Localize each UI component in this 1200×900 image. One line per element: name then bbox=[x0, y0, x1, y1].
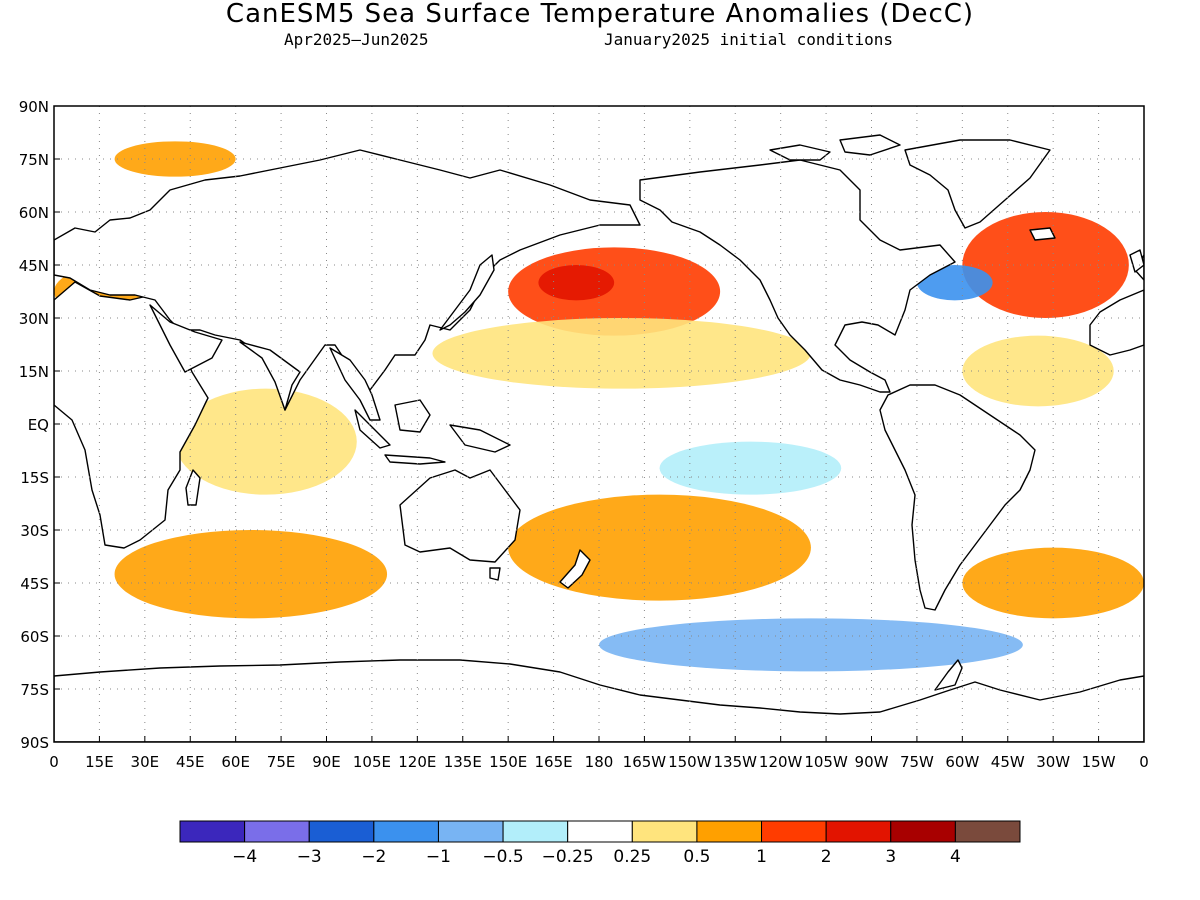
colorbar-swatch bbox=[502, 820, 569, 843]
colorbar-label: −0.5 bbox=[482, 847, 523, 867]
colorbar-swatch bbox=[890, 820, 956, 843]
lon-tick-label: 105W bbox=[804, 753, 848, 771]
lon-tick-label: 60E bbox=[221, 753, 250, 771]
lon-tick-label: 120W bbox=[759, 753, 803, 771]
lon-tick-label: 105E bbox=[353, 753, 391, 771]
map-title: CanESM5 Sea Surface Temperature Anomalie… bbox=[225, 0, 975, 29]
lon-tick-label: 45E bbox=[176, 753, 205, 771]
lat-tick-label: 15N bbox=[19, 363, 49, 381]
lat-tick-label: 90N bbox=[19, 98, 49, 116]
colorbar-swatch bbox=[631, 820, 698, 843]
colorbar-swatch bbox=[696, 820, 763, 843]
lon-tick-label: 165W bbox=[623, 753, 667, 771]
lon-tick-label: 30W bbox=[1036, 753, 1070, 771]
longitude-labels: 0 15E 30E 45E 60E 75E 90E 105E 120E 135E 150E 165E 1… bbox=[49, 736, 1149, 771]
lon-tick-label: 0 bbox=[49, 753, 59, 771]
lon-tick-label: 30E bbox=[131, 753, 160, 771]
colorbar-swatch bbox=[244, 820, 310, 843]
lat-tick-label: 90S bbox=[20, 734, 49, 752]
lat-tick-label: 30N bbox=[19, 310, 49, 328]
lat-tick-label: 75N bbox=[19, 151, 49, 169]
lon-tick-label: 15W bbox=[1082, 753, 1116, 771]
lon-tick-label: 45W bbox=[991, 753, 1025, 771]
lon-tick-label: 75W bbox=[900, 753, 934, 771]
lon-tick-label: 0 bbox=[1139, 753, 1149, 771]
colorbar-swatch bbox=[825, 820, 892, 843]
lon-tick-label: 90W bbox=[855, 753, 889, 771]
anomaly-region bbox=[962, 335, 1114, 407]
anomaly-region bbox=[508, 494, 811, 601]
lat-tick-label: 60S bbox=[20, 628, 49, 646]
colorbar-label: 0.25 bbox=[613, 847, 651, 867]
colorbar-swatch bbox=[308, 820, 375, 843]
lat-tick-label: 45S bbox=[20, 575, 49, 593]
lon-tick-label: 90E bbox=[312, 753, 341, 771]
latitude-labels: 90N 75N 60N 45N 30N 15N EQ 15S 30S 45S 60S 75S 90S bbox=[19, 98, 60, 752]
lat-tick-label: 75S bbox=[20, 681, 49, 699]
anomaly-region bbox=[114, 141, 236, 177]
colorbar-label: −2 bbox=[361, 847, 386, 867]
colorbar: −4 −3 −2 −1 −0.5 −0.25 0.25 0.5 1 2 3 4 bbox=[179, 820, 1021, 867]
initial-conditions: January2025 initial conditions bbox=[604, 30, 893, 49]
anomaly-region bbox=[659, 441, 842, 495]
lon-tick-label: 60W bbox=[945, 753, 979, 771]
colorbar-swatch bbox=[567, 820, 633, 843]
lon-tick-label: 165E bbox=[535, 753, 573, 771]
colorbar-label: 4 bbox=[950, 847, 961, 867]
lon-tick-label: 15E bbox=[85, 753, 114, 771]
anomaly-region bbox=[962, 212, 1129, 318]
colorbar-label: −0.25 bbox=[542, 847, 594, 867]
lon-tick-label: 180 bbox=[585, 753, 614, 771]
colorbar-label: 0.5 bbox=[683, 847, 710, 867]
lon-tick-label: 150E bbox=[489, 753, 527, 771]
colorbar-swatch bbox=[179, 820, 246, 843]
anomaly-region bbox=[916, 265, 993, 301]
colorbar-label: 1 bbox=[756, 847, 767, 867]
colorbar-swatch bbox=[373, 820, 439, 843]
map-plot-area bbox=[54, 106, 1144, 742]
lat-tick-label: 60N bbox=[19, 204, 49, 222]
colorbar-label: 3 bbox=[885, 847, 896, 867]
colorbar-swatch bbox=[437, 820, 504, 843]
lon-tick-label: 120E bbox=[398, 753, 436, 771]
colorbar-label: −4 bbox=[232, 847, 257, 867]
lon-tick-label: 150W bbox=[668, 753, 712, 771]
lat-tick-label: EQ bbox=[28, 416, 49, 434]
lon-tick-label: 75E bbox=[267, 753, 296, 771]
lon-tick-label: 135W bbox=[714, 753, 758, 771]
colorbar-label: 2 bbox=[821, 847, 832, 867]
lat-tick-label: 45N bbox=[19, 257, 49, 275]
lat-tick-label: 15S bbox=[20, 469, 49, 487]
colorbar-swatch bbox=[954, 820, 1021, 843]
anomaly-region bbox=[538, 265, 615, 301]
colorbar-label: −3 bbox=[297, 847, 322, 867]
colorbar-label: −1 bbox=[426, 847, 451, 867]
colorbar-swatch bbox=[761, 820, 827, 843]
lat-tick-label: 30S bbox=[20, 522, 49, 540]
anomaly-region bbox=[432, 318, 811, 389]
anomaly-region bbox=[175, 388, 357, 495]
forecast-period: Apr2025–Jun2025 bbox=[284, 30, 429, 49]
anomaly-region bbox=[114, 530, 388, 619]
lon-tick-label: 135E bbox=[444, 753, 482, 771]
graticule bbox=[54, 106, 1144, 742]
